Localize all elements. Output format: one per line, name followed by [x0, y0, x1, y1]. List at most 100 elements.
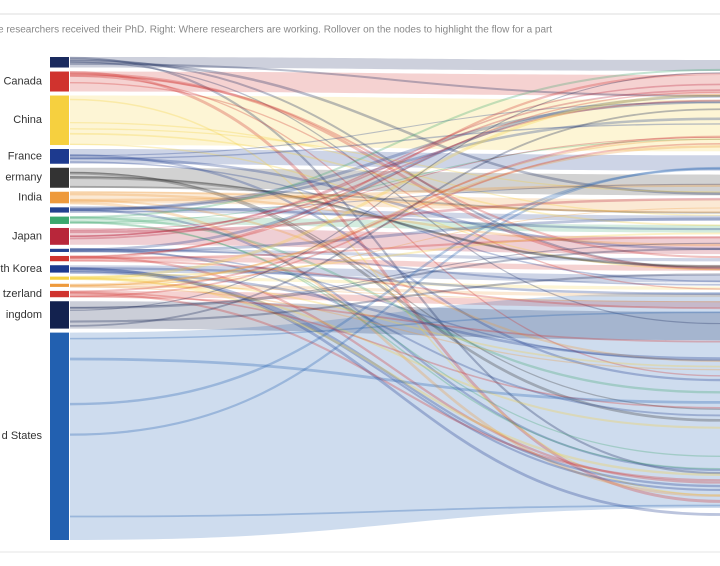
node — [50, 248, 69, 252]
flow-strand — [69, 248, 720, 286]
flow-strand — [69, 74, 720, 259]
node — [50, 191, 69, 204]
node-label: India — [18, 191, 43, 203]
flow-strand — [69, 232, 720, 278]
flow-strand — [69, 72, 720, 271]
flow-strand — [69, 153, 720, 382]
flow-strand — [69, 121, 720, 216]
flow-strand — [69, 117, 720, 212]
flow-strand — [69, 166, 720, 436]
node — [50, 95, 69, 146]
flow-strand — [69, 72, 720, 311]
node — [50, 227, 69, 245]
flow-strand — [69, 217, 720, 253]
flow-strand — [69, 93, 720, 280]
flow-strand — [69, 504, 720, 518]
node-label: Canada — [3, 75, 42, 87]
flow-strand — [69, 208, 720, 472]
subtitle: e researchers received their PhD. Right:… — [0, 25, 552, 36]
flow-strand — [69, 193, 720, 247]
flow-strand — [69, 145, 720, 287]
flow-strand — [69, 176, 720, 268]
flow-strand — [69, 216, 720, 394]
node — [50, 57, 69, 68]
flow-strand — [69, 267, 720, 296]
flow-strand — [69, 135, 720, 293]
flows — [69, 56, 720, 540]
node — [50, 301, 69, 329]
flow-strand — [69, 250, 720, 362]
flow-strand — [69, 271, 720, 360]
node-label: Japan — [12, 230, 42, 242]
flow — [70, 216, 720, 233]
flow-strand — [69, 99, 720, 240]
flow — [70, 255, 720, 271]
flow — [70, 71, 720, 96]
flow-strand — [69, 138, 720, 224]
flow — [70, 283, 720, 298]
flow-strand — [69, 286, 720, 303]
flow-strand — [69, 206, 720, 231]
flow-strand — [69, 161, 720, 282]
flow-strand — [69, 68, 720, 219]
node — [50, 71, 69, 92]
flow-strand — [69, 185, 720, 214]
node-label: tzerland — [3, 288, 42, 300]
flow-strand — [69, 94, 720, 252]
flow-strand — [69, 277, 720, 368]
flow-strand — [69, 207, 720, 286]
flow — [70, 149, 720, 171]
flow — [70, 227, 720, 255]
flow-strand — [69, 60, 720, 195]
flow-strand — [69, 98, 720, 497]
node — [50, 276, 69, 280]
flow-strand — [69, 183, 720, 202]
flow — [70, 191, 720, 212]
flow-strand — [69, 143, 720, 271]
node-label: d States — [2, 430, 43, 442]
flow-strand — [69, 259, 720, 310]
flow-strand — [69, 123, 720, 160]
flow — [70, 290, 720, 308]
flow-strand — [69, 167, 720, 406]
node — [50, 149, 69, 164]
flow-strand — [69, 142, 720, 298]
flow-strand — [69, 58, 720, 270]
flow-strand — [69, 91, 720, 258]
flow-strand — [69, 273, 720, 323]
flow-strand — [69, 357, 720, 404]
flow-strand — [69, 277, 720, 429]
flow-strand — [69, 89, 720, 238]
node — [50, 265, 69, 273]
node-label: ingdom — [6, 309, 42, 321]
flow — [70, 207, 720, 221]
flow-strand — [69, 267, 720, 516]
flow-strand — [69, 242, 720, 308]
flow-strand — [69, 191, 720, 213]
nodes: Canada China France ermany India Japan th Kore… — [0, 57, 69, 540]
flow — [70, 248, 720, 262]
node — [50, 255, 69, 262]
flow-strand — [69, 71, 720, 503]
node-label: ermany — [5, 172, 42, 184]
flow-strand — [69, 171, 720, 410]
flow-strand — [69, 75, 720, 377]
flow-strand — [69, 156, 720, 251]
flow-strand — [69, 183, 720, 213]
flow-strand — [69, 56, 720, 475]
flow-strand — [69, 222, 720, 457]
flow — [70, 276, 720, 290]
flow-strand — [69, 100, 720, 212]
flow-strand — [69, 62, 720, 97]
flow — [70, 167, 720, 196]
flow-strand — [69, 276, 720, 476]
flow-strand — [69, 269, 720, 491]
node-label: th Korea — [0, 263, 42, 275]
flow-strand — [69, 311, 720, 340]
flow-strand — [69, 82, 720, 290]
flow-strand — [69, 128, 720, 193]
flow-strand — [69, 220, 720, 470]
